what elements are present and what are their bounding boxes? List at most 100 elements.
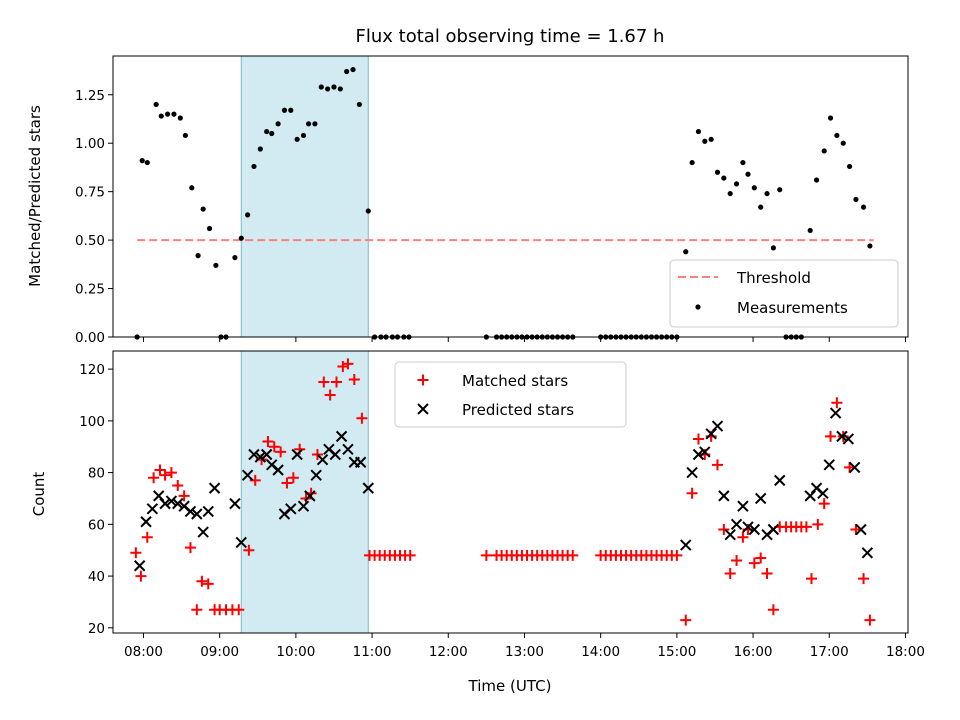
measurement-point xyxy=(165,111,171,117)
x-tick-label: 10:00 xyxy=(276,644,315,660)
predicted-star-point xyxy=(829,407,842,419)
predicted-star-point xyxy=(730,518,743,531)
matched-star-point xyxy=(748,557,760,569)
x-tick-label: 12:00 xyxy=(429,644,468,660)
measurement-point xyxy=(312,121,318,127)
matched-star-point xyxy=(692,433,704,445)
matched-star-point xyxy=(825,430,837,442)
predicted-star-point xyxy=(297,500,310,512)
x-tick-label: 11:00 xyxy=(353,644,392,660)
predicted-star-point xyxy=(742,521,754,533)
measurement-point xyxy=(281,107,288,113)
measurement-point xyxy=(144,159,150,166)
measurement-point xyxy=(337,86,343,92)
matched-star-point xyxy=(324,389,336,401)
measurement-point xyxy=(834,132,840,139)
predicted-star-point xyxy=(260,448,273,461)
predicted-star-point xyxy=(848,461,861,474)
top-y-tick-label: 0.50 xyxy=(75,233,105,249)
matched-star-point xyxy=(233,604,245,616)
top-y-tick-label: 0.25 xyxy=(75,282,105,298)
legend-predicted-swatch xyxy=(417,403,429,415)
predicted-star-point xyxy=(823,459,835,471)
measurement-point xyxy=(365,208,371,214)
measurement-point xyxy=(867,243,873,249)
measurement-point xyxy=(182,132,188,139)
measurement-point xyxy=(827,115,834,121)
legend-measurements-swatch xyxy=(695,304,701,310)
top-highlight-span xyxy=(240,55,369,338)
top-y-tick-label: 1.00 xyxy=(75,136,105,152)
measurement-point xyxy=(853,196,859,203)
predicted-star-point xyxy=(842,433,855,445)
legend-matched-label: Matched stars xyxy=(462,372,568,390)
measurement-point xyxy=(200,206,206,212)
matched-star-point xyxy=(243,544,255,556)
bottom-panel: 20 40 60 80 100 120 08:00 09:00 10:00 11:00 12:00 1… xyxy=(79,350,925,660)
matched-star-point xyxy=(731,555,743,567)
x-tick-label: 16:00 xyxy=(734,644,773,660)
predicted-star-point xyxy=(680,539,692,551)
matched-star-point xyxy=(712,459,724,471)
matched-star-point xyxy=(191,604,203,616)
predicted-star-point xyxy=(140,516,152,528)
legend-predicted-label: Predicted stars xyxy=(462,401,574,419)
legend-matched-swatch xyxy=(417,374,429,386)
measurement-point xyxy=(777,187,783,193)
matched-star-point xyxy=(172,480,184,492)
matched-star-point xyxy=(202,578,214,590)
measurement-point xyxy=(195,253,201,259)
measurement-point xyxy=(305,121,312,127)
measurement-point xyxy=(318,84,324,90)
matched-star-point xyxy=(331,376,343,388)
bottom-y-tick-label: 60 xyxy=(88,517,105,533)
predicted-star-point xyxy=(229,497,241,510)
matched-star-point xyxy=(864,614,876,626)
x-tick-label: 18:00 xyxy=(886,644,925,660)
matched-star-point xyxy=(337,361,349,373)
predicted-star-point xyxy=(329,448,341,461)
x-tick-label: 13:00 xyxy=(505,644,544,660)
predicted-star-point xyxy=(767,523,780,536)
predicted-star-point xyxy=(133,560,146,572)
measurement-point xyxy=(300,132,307,139)
predicted-star-point xyxy=(285,503,297,515)
bottom-series-predicted-stars xyxy=(133,407,874,572)
predicted-star-point xyxy=(316,453,329,466)
matched-star-point xyxy=(348,373,360,385)
matched-star-point xyxy=(480,549,492,561)
matched-star-point xyxy=(287,472,299,484)
matched-star-point xyxy=(130,547,142,559)
matched-star-point xyxy=(737,531,749,543)
measurement-point xyxy=(708,136,714,142)
measurement-point xyxy=(770,245,776,251)
top-panel: 0.00 0.25 0.50 0.75 1.00 1.25 Threshold Measure… xyxy=(75,55,909,346)
matched-star-point xyxy=(148,472,160,484)
measurement-point xyxy=(840,140,846,146)
predicted-star-point xyxy=(310,469,322,481)
predicted-star-point xyxy=(146,503,159,515)
measurement-point xyxy=(683,249,689,255)
measurement-point xyxy=(177,115,183,121)
measurement-point xyxy=(758,204,764,210)
x-axis-label: Time (UTC) xyxy=(468,677,552,695)
measurement-point xyxy=(727,190,733,197)
matched-star-point xyxy=(858,573,870,585)
predicted-star-point xyxy=(861,547,874,559)
measurement-point xyxy=(740,159,746,166)
measurement-point xyxy=(807,227,813,234)
predicted-star-point xyxy=(754,492,767,505)
predicted-star-point xyxy=(202,505,214,518)
predicted-star-point xyxy=(248,448,260,461)
measurement-point xyxy=(689,159,695,166)
predicted-star-point xyxy=(692,448,705,461)
matched-star-point xyxy=(178,490,190,502)
measurement-point xyxy=(733,181,740,187)
predicted-star-point xyxy=(724,528,736,541)
measurement-point xyxy=(745,171,751,177)
measurement-point xyxy=(269,130,275,137)
measurement-point xyxy=(153,101,159,108)
predicted-star-point xyxy=(354,456,367,468)
measurement-point xyxy=(294,136,300,142)
predicted-star-point xyxy=(235,536,247,549)
